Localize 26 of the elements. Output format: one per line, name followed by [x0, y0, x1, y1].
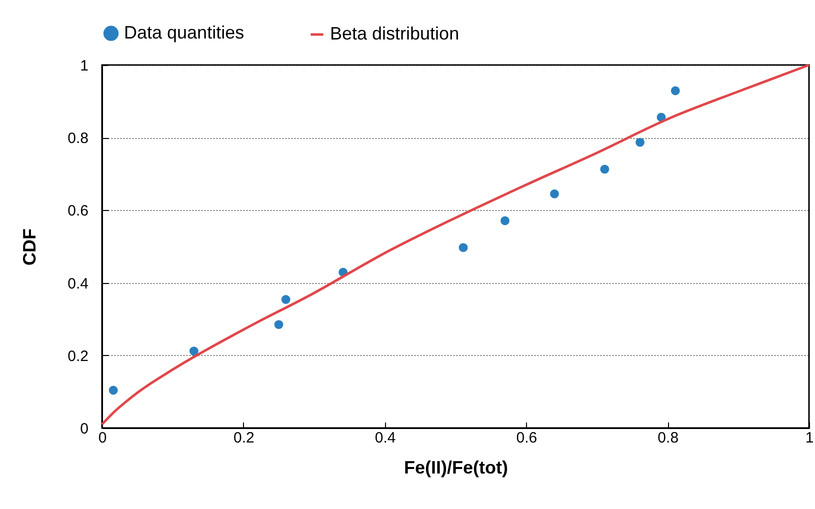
legend-label: Beta distribution [330, 24, 460, 44]
y-tick-label: 0.4 [68, 275, 88, 292]
x-tick-label: 0.2 [233, 430, 254, 446]
point [500, 216, 510, 226]
x-tick-label: 0.4 [374, 430, 396, 446]
point [108, 386, 118, 395]
point [670, 86, 680, 96]
x-tick-label: 0 [98, 430, 107, 446]
x-tick-label: 1 [805, 430, 814, 446]
point [189, 346, 198, 356]
line-series [100, 64, 810, 426]
x-tick-label: 0.6 [516, 430, 538, 446]
point [550, 189, 559, 198]
point [458, 243, 468, 252]
x-tick-label: 0.8 [658, 430, 679, 446]
point [636, 138, 644, 147]
point [274, 320, 284, 330]
legend-label: Data quantities [124, 22, 244, 42]
point [281, 295, 290, 304]
y-tick-label: 0.8 [68, 130, 88, 148]
x-axis-title: Fe(II)/Fe(tot) [404, 458, 508, 478]
y-tick-label: 0.6 [68, 202, 88, 220]
point [600, 164, 610, 174]
y-tick-label: 1 [80, 58, 88, 74]
y-axis-title: CDF [20, 228, 40, 266]
y-tick-label: 0.2 [68, 348, 88, 365]
